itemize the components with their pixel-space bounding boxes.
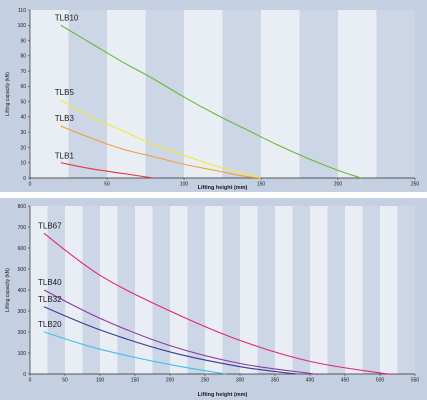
- x-tick-label: 100: [180, 182, 189, 188]
- plot-band-light: [380, 206, 398, 374]
- x-tick-label: 50: [62, 378, 68, 384]
- series-label-tlb10: TLB10: [55, 13, 79, 22]
- x-tick-label: 400: [306, 378, 315, 384]
- y-tick-label: 20: [20, 145, 26, 151]
- x-tick-label: 250: [201, 378, 210, 384]
- x-tick-label: 350: [271, 378, 280, 384]
- plot-band-light: [30, 206, 48, 374]
- x-tick-label: 200: [166, 378, 175, 384]
- x-tick-label: 200: [334, 182, 343, 188]
- plot-band-light: [205, 206, 223, 374]
- y-tick-label: 100: [18, 23, 27, 29]
- x-tick-label: 250: [411, 182, 420, 188]
- plot-band-light: [261, 10, 300, 178]
- x-axis-title: Lifting height (mm): [198, 185, 248, 191]
- x-tick-label: 550: [411, 378, 420, 384]
- y-axis-title: Lifting capacity (kN): [5, 72, 11, 116]
- plot-band-light: [65, 206, 83, 374]
- plot-band-dark: [362, 206, 380, 374]
- x-axis-title: Lifting height (mm): [198, 392, 248, 398]
- series-label-tlb32: TLB32: [38, 295, 62, 304]
- y-axis-title: Lifting capacity (kN): [5, 268, 11, 312]
- plot-band-light: [310, 206, 328, 374]
- y-tick-label: 40: [20, 115, 26, 121]
- chart-1: 0 10 20 30 40 50 60 70 80 90 100 110 0 50 100 150 200 250…: [0, 0, 427, 192]
- plot-band-dark: [187, 206, 205, 374]
- y-tick-label: 0: [23, 176, 26, 182]
- x-tick-label: 100: [96, 378, 105, 384]
- y-tick-label: 30: [20, 130, 26, 136]
- plot-band-light: [107, 10, 146, 178]
- x-tick-label: 150: [257, 182, 266, 188]
- plot-band-dark: [145, 10, 184, 178]
- plot-band-dark: [257, 206, 275, 374]
- y-tick-label: 500: [18, 267, 27, 273]
- x-tick-label: 450: [341, 378, 350, 384]
- series-label-tlb1: TLB1: [55, 152, 75, 161]
- y-tick-label: 0: [23, 372, 26, 378]
- plot-band-light: [240, 206, 258, 374]
- y-tick-label: 300: [18, 309, 27, 315]
- plot-band-light: [184, 10, 223, 178]
- x-tick-label: 300: [236, 378, 245, 384]
- y-tick-label: 700: [18, 225, 27, 231]
- plot-band-dark: [299, 10, 338, 178]
- series-line-tlb20: [43, 331, 227, 375]
- series-label-tlb40: TLB40: [38, 278, 62, 287]
- series-line-tlb10: [60, 24, 362, 179]
- series-label-tlb67: TLB67: [38, 221, 62, 230]
- x-tick-label: 0: [29, 182, 32, 188]
- y-tick-label: 110: [18, 8, 26, 14]
- series-line-tlb40: [43, 289, 319, 375]
- y-tick-label: 800: [18, 204, 27, 210]
- series-line-tlb1: [60, 162, 154, 179]
- plot-band-dark: [222, 10, 261, 178]
- y-tick-label: 400: [18, 288, 27, 294]
- y-tick-label: 50: [20, 99, 26, 105]
- x-tick-label: 0: [29, 378, 32, 384]
- y-tick-label: 600: [18, 246, 27, 252]
- plot-band-light: [338, 10, 377, 178]
- y-tick-label: 60: [20, 84, 26, 90]
- series-label-tlb5: TLB5: [55, 88, 75, 97]
- x-tick-label: 50: [104, 182, 110, 188]
- plot-band-dark: [68, 10, 107, 178]
- y-tick-label: 70: [20, 69, 26, 75]
- x-tick-label: 500: [376, 378, 385, 384]
- series-line-tlb32: [43, 306, 297, 375]
- panel-separator: [0, 192, 427, 198]
- series-line-tlb67: [43, 232, 395, 375]
- plot-band-light: [100, 206, 118, 374]
- y-tick-label: 200: [18, 330, 27, 336]
- series-line-tlb3: [60, 125, 262, 179]
- series-label-tlb3: TLB3: [55, 114, 75, 123]
- plot-band-dark: [152, 206, 170, 374]
- plot-band-dark: [397, 206, 415, 374]
- plot-band-dark: [376, 10, 415, 178]
- plot-band-light: [30, 10, 69, 178]
- y-tick-label: 100: [18, 351, 27, 357]
- y-tick-label: 10: [20, 161, 26, 167]
- x-tick-label: 150: [131, 378, 140, 384]
- plot-band-dark: [82, 206, 100, 374]
- plot-band-dark: [47, 206, 65, 374]
- chart-2: 0 100 200 300 400 500 600 700 800 0 50 100 150 200 250…: [0, 198, 427, 400]
- plot-band-light: [345, 206, 363, 374]
- y-tick-label: 80: [20, 54, 26, 60]
- series-label-tlb20: TLB20: [38, 320, 62, 329]
- series-line-tlb5: [60, 99, 262, 179]
- plot-band-dark: [222, 206, 240, 374]
- plot-band-light: [275, 206, 293, 374]
- plot-band-dark: [327, 206, 345, 374]
- plot-band-light: [135, 206, 153, 374]
- plot-band-light: [170, 206, 188, 374]
- plot-band-dark: [292, 206, 310, 374]
- y-tick-label: 90: [20, 38, 26, 44]
